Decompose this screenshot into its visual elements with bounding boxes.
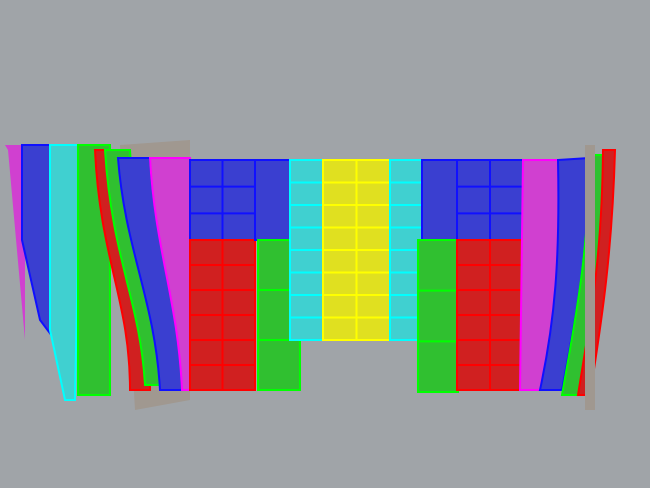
panel-column: [421, 159, 458, 241]
panel-column: [254, 159, 291, 241]
backing-panel: [585, 145, 595, 410]
panel-strip: [49, 144, 82, 401]
panel-strip: [148, 157, 191, 391]
panel-strip: [5, 145, 25, 340]
panel-column: [417, 239, 459, 393]
